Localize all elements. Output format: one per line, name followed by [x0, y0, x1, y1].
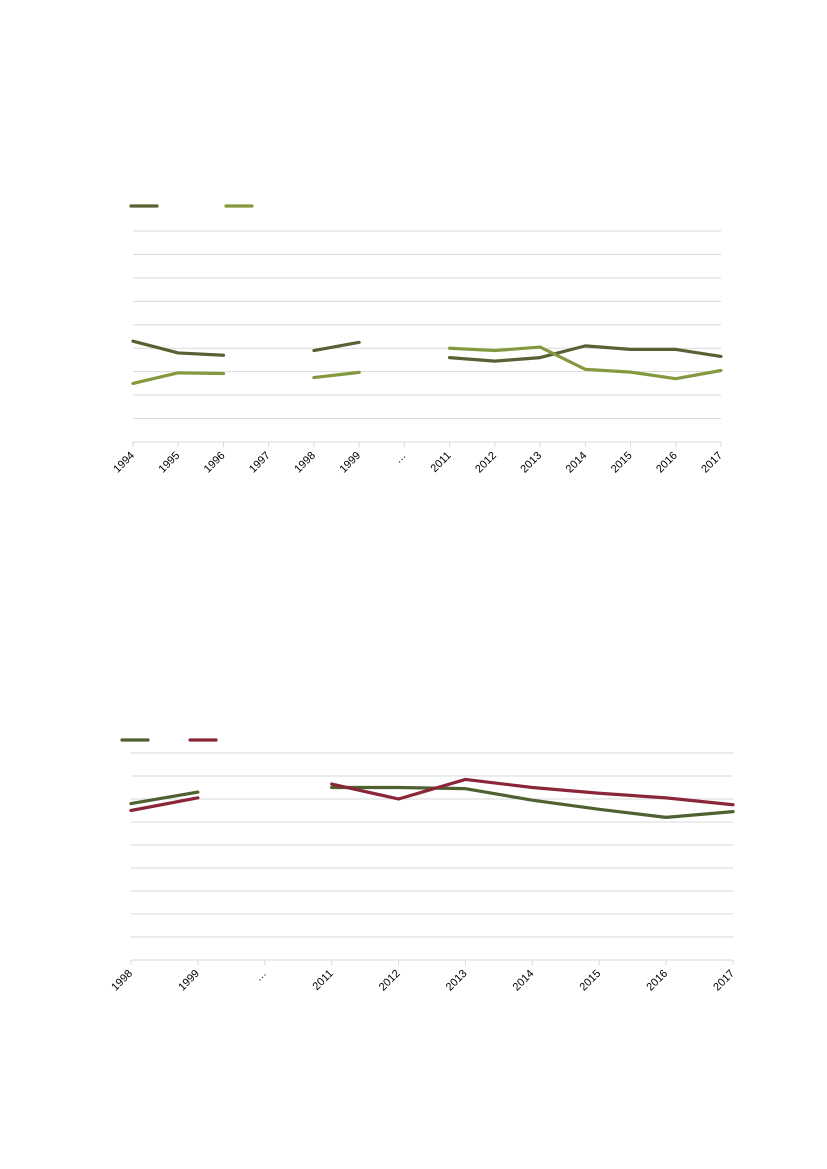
x-tick-label: 1994 [111, 450, 137, 476]
x-tick-label: 1999 [337, 450, 363, 476]
x-tick-label: 2014 [511, 968, 537, 994]
x-tick-label: 2017 [699, 450, 725, 476]
x-tick-label: 2014 [564, 450, 590, 476]
series-2-line [312, 370, 361, 380]
x-tick-label: … [392, 450, 408, 466]
x-tick-label: 1998 [292, 450, 318, 476]
series-1-line [129, 790, 200, 806]
series-2-line [330, 777, 735, 807]
x-tick-label: 1995 [157, 450, 183, 476]
x-tick-label: 1997 [247, 450, 273, 476]
chart-1: 1994 1995 1996 1997 1998 1999 … 2011 2012 2013 201… [111, 204, 725, 476]
x-tick-label: 2011 [311, 968, 336, 993]
series-2-line [129, 796, 200, 813]
chart-2: 1998 1999 … 2011 2012 2013 2014 2015 2016 2017 [109, 738, 737, 994]
series-2-line [448, 345, 723, 381]
x-tick-label: 2012 [377, 968, 403, 994]
x-tick-label: 2016 [644, 968, 670, 994]
x-tick-label: … [253, 968, 269, 984]
series-1-line [131, 339, 226, 357]
x-tick-label: 1999 [176, 968, 202, 994]
x-tick-label: 1996 [202, 450, 228, 476]
x-tick-label: 2015 [609, 450, 635, 476]
x-tick-label: 2015 [578, 968, 604, 994]
series-2-line [131, 371, 226, 385]
series-1-line [448, 344, 723, 363]
x-tick-label: 1998 [109, 968, 135, 994]
series-1-line [330, 785, 735, 820]
x-tick-label: 2016 [654, 450, 680, 476]
x-tick-label: 2017 [711, 968, 737, 994]
x-tick-label: 2013 [444, 968, 470, 994]
x-tick-label: 2011 [429, 450, 454, 475]
x-tick-label: 2012 [473, 450, 499, 476]
series-1-line [312, 340, 361, 353]
x-tick-label: 2013 [518, 450, 544, 476]
